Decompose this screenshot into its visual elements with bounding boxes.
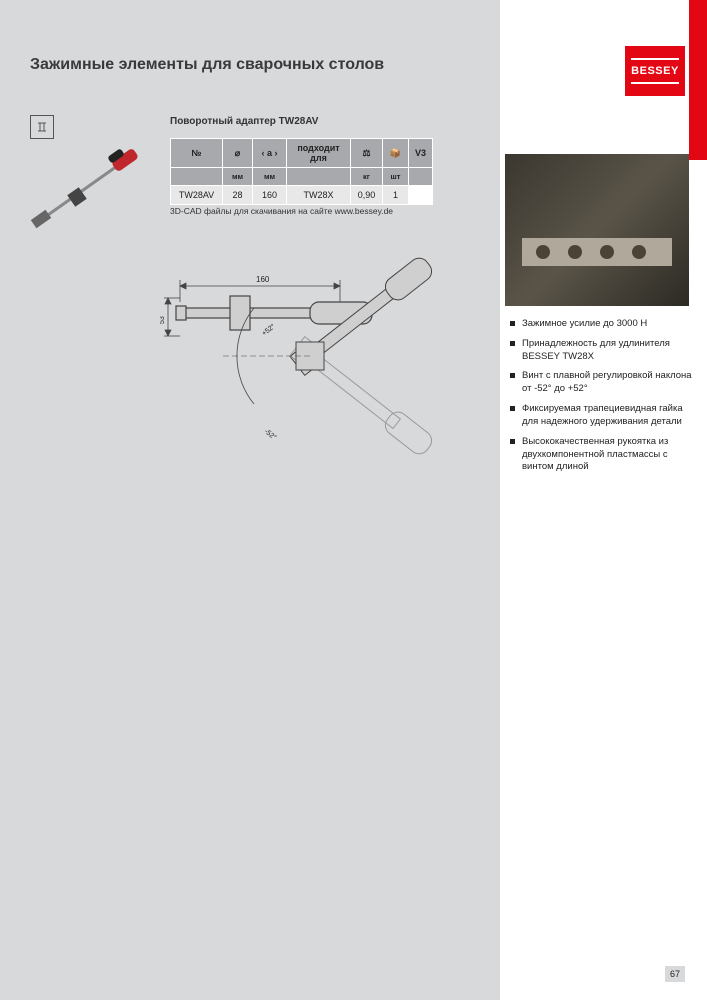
feature-item: Зажимное усилие до 3000 Н — [510, 318, 694, 331]
right-red-tab — [689, 0, 707, 160]
unit-qty: шт — [383, 168, 409, 186]
cell-a: 160 — [253, 186, 287, 205]
technical-drawing: 160 53 +52° -52° — [160, 236, 486, 496]
unit-no — [171, 168, 223, 186]
cell-fits: TW28X — [287, 186, 351, 205]
th-no: № — [171, 139, 223, 168]
unit-dia: мм — [223, 168, 253, 186]
feature-item: Принадлежность для удлинителя BESSEY TW2… — [510, 338, 694, 364]
page-title: Зажимные элементы для сварочных столов — [30, 56, 384, 74]
spec-table: № ⌀ ‹ a › подходит для ⚖ 📦 V3 мм мм кг ш… — [170, 138, 433, 205]
feature-item: Фиксируемая трапециевидная гайка для над… — [510, 403, 694, 429]
product-subtitle: Поворотный адаптер TW28AV — [170, 116, 318, 127]
welding-table-graphic — [522, 238, 672, 266]
cell-qty: 1 — [383, 186, 409, 205]
logo-text: BESSEY — [631, 65, 679, 77]
unit-fits — [287, 168, 351, 186]
cell-v — [409, 186, 433, 205]
th-weight: ⚖ — [351, 139, 383, 168]
cad-download-note: 3D-CAD файлы для скачивания на сайте www… — [170, 206, 393, 216]
product-photo — [505, 154, 689, 306]
feature-list: Зажимное усилие до 3000 Н Принадлежность… — [510, 318, 694, 481]
unit-weight: кг — [351, 168, 383, 186]
bessey-logo: BESSEY — [625, 46, 685, 96]
th-fits: подходит для — [287, 139, 351, 168]
cell-no: TW28AV — [171, 186, 223, 205]
unit-v — [409, 168, 433, 186]
product-sketch — [30, 146, 140, 232]
category-icon — [30, 115, 54, 139]
page-number: 67 — [665, 966, 685, 982]
angle-up: +52° — [260, 322, 277, 337]
cell-dia: 28 — [223, 186, 253, 205]
th-qty: 📦 — [383, 139, 409, 168]
cell-weight: 0,90 — [351, 186, 383, 205]
unit-a: мм — [253, 168, 287, 186]
dim-a: 160 — [256, 275, 270, 284]
feature-item: Высококачественная рукоятка из двухкомпо… — [510, 436, 694, 474]
th-a: ‹ a › — [253, 139, 287, 168]
th-v: V3 — [409, 139, 433, 168]
th-dia: ⌀ — [223, 139, 253, 168]
angle-down: -52° — [263, 427, 278, 441]
dim-h: 53 — [160, 316, 166, 324]
table-row: TW28AV 28 160 TW28X 0,90 1 — [171, 186, 433, 205]
feature-item: Винт с плавной регулировкой наклона от -… — [510, 370, 694, 396]
